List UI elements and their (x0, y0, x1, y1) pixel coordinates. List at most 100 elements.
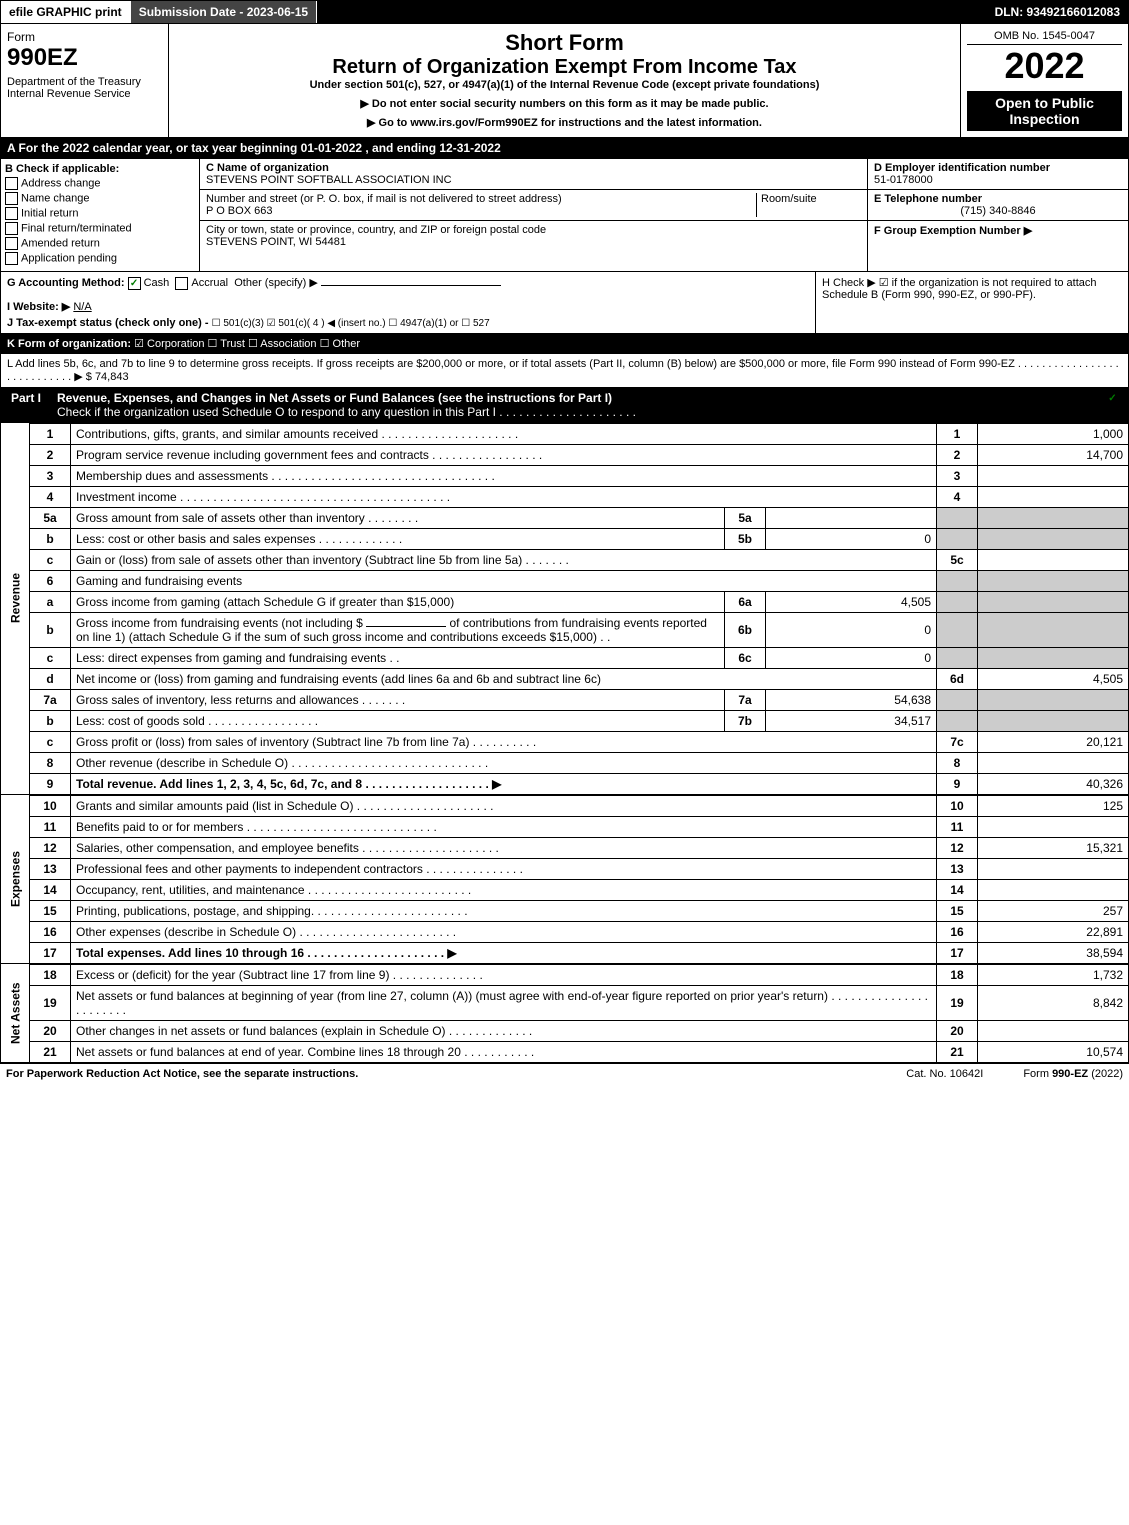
row-5a: 5a Gross amount from sale of assets othe… (1, 507, 1129, 528)
k-opts[interactable]: ☑ Corporation ☐ Trust ☐ Association ☐ Ot… (134, 338, 360, 350)
note-url-text[interactable]: ▶ Go to www.irs.gov/Form990EZ for instru… (367, 117, 762, 129)
org-name-block: C Name of organization STEVENS POINT SOF… (200, 159, 867, 190)
part1-header: Part I Revenue, Expenses, and Changes in… (0, 388, 1129, 423)
form-label: Form (7, 30, 162, 44)
note-ssn: ▶ Do not enter social security numbers o… (175, 97, 954, 110)
org-name-label: C Name of organization (206, 162, 329, 174)
ein-value: 51-0178000 (874, 174, 933, 186)
row-18: Net Assets 18 Excess or (deficit) for th… (1, 964, 1129, 985)
street-block: Number and street (or P. O. box, if mail… (200, 190, 867, 221)
row-6d: d Net income or (loss) from gaming and f… (1, 668, 1129, 689)
other-specify-label: Other (specify) ▶ (234, 277, 318, 289)
tax-exempt-label: J Tax-exempt status (check only one) - (7, 317, 209, 329)
row-6b: b Gross income from fundraising events (… (1, 612, 1129, 647)
chk-amended-return[interactable]: Amended return (5, 237, 195, 250)
row-14: 14 Occupancy, rent, utilities, and maint… (1, 879, 1129, 900)
row-2: 2 Program service revenue including gove… (1, 444, 1129, 465)
topbar-spacer (317, 1, 986, 23)
expenses-table: Expenses 10 Grants and similar amounts p… (0, 795, 1129, 964)
page-footer: For Paperwork Reduction Act Notice, see … (0, 1063, 1129, 1084)
row-13: 13 Professional fees and other payments … (1, 858, 1129, 879)
footer-center: Cat. No. 10642I (906, 1068, 983, 1080)
section-def: D Employer identification number 51-0178… (867, 159, 1128, 271)
section-d: D Employer identification number 51-0178… (868, 159, 1128, 190)
row-5b: b Less: cost or other basis and sales ex… (1, 528, 1129, 549)
section-f: F Group Exemption Number ▶ (868, 221, 1128, 240)
row-8: 8 Other revenue (describe in Schedule O)… (1, 752, 1129, 773)
row-15: 15 Printing, publications, postage, and … (1, 900, 1129, 921)
section-l: L Add lines 5b, 6c, and 7b to line 9 to … (0, 354, 1129, 388)
form-number: 990EZ (7, 44, 162, 72)
header-right: OMB No. 1545-0047 2022 Open to Public In… (960, 24, 1128, 137)
row-6a: a Gross income from gaming (attach Sched… (1, 591, 1129, 612)
section-g: G Accounting Method: Cash Accrual Other … (1, 272, 815, 333)
phone-label: E Telephone number (874, 193, 982, 205)
row-6c: c Less: direct expenses from gaming and … (1, 647, 1129, 668)
footer-left: For Paperwork Reduction Act Notice, see … (6, 1068, 866, 1080)
side-netassets: Net Assets (1, 964, 30, 1062)
section-e: E Telephone number (715) 340-8846 (868, 190, 1128, 221)
phone-value: (715) 340-8846 (874, 205, 1122, 217)
street-label: Number and street (or P. O. box, if mail… (206, 193, 562, 205)
section-h-text: H Check ▶ ☑ if the organization is not r… (822, 277, 1097, 301)
netassets-table: Net Assets 18 Excess or (deficit) for th… (0, 964, 1129, 1063)
part1-title: Revenue, Expenses, and Changes in Net As… (57, 391, 612, 405)
row-1: Revenue 1 Contributions, gifts, grants, … (1, 423, 1129, 444)
row-17: 17 Total expenses. Add lines 10 through … (1, 942, 1129, 963)
section-c: C Name of organization STEVENS POINT SOF… (200, 159, 867, 271)
section-b: B Check if applicable: Address change Na… (1, 159, 200, 271)
title-short-form: Short Form (175, 30, 954, 56)
accrual-label: Accrual (191, 277, 228, 289)
top-bar: efile GRAPHIC print Submission Date - 20… (0, 0, 1129, 24)
header-left: Form 990EZ Department of the Treasury In… (1, 24, 169, 137)
footer-right: Form 990-EZ (2022) (1023, 1068, 1123, 1080)
dept-label: Department of the Treasury Internal Reve… (7, 76, 162, 100)
tax-year: 2022 (967, 45, 1122, 87)
row-3: 3 Membership dues and assessments . . . … (1, 465, 1129, 486)
row-16: 16 Other expenses (describe in Schedule … (1, 921, 1129, 942)
chk-accrual[interactable] (175, 277, 188, 290)
submission-date: Submission Date - 2023-06-15 (131, 1, 317, 23)
row-12: 12 Salaries, other compensation, and emp… (1, 837, 1129, 858)
ein-label: D Employer identification number (874, 162, 1050, 174)
section-h: H Check ▶ ☑ if the organization is not r… (815, 272, 1128, 333)
row-7b: b Less: cost of goods sold . . . . . . .… (1, 710, 1129, 731)
group-exempt-label: F Group Exemption Number ▶ (874, 225, 1032, 237)
l-value: 74,843 (95, 371, 129, 383)
row-20: 20 Other changes in net assets or fund b… (1, 1020, 1129, 1041)
row-10: Expenses 10 Grants and similar amounts p… (1, 795, 1129, 816)
l6b-desc1: Gross income from fundraising events (no… (76, 616, 363, 630)
chk-address-change[interactable]: Address change (5, 177, 195, 190)
tax-exempt-opts[interactable]: ☐ 501(c)(3) ☑ 501(c)( 4 ) ◀ (insert no.)… (212, 318, 490, 329)
section-gh: G Accounting Method: Cash Accrual Other … (0, 272, 1129, 334)
revenue-table: Revenue 1 Contributions, gifts, grants, … (0, 423, 1129, 795)
efile-label[interactable]: efile GRAPHIC print (1, 1, 131, 23)
chk-initial-return[interactable]: Initial return (5, 207, 195, 220)
city-block: City or town, state or province, country… (200, 221, 867, 251)
chk-application-pending[interactable]: Application pending (5, 252, 195, 265)
other-specify-input[interactable] (321, 285, 501, 286)
title-return: Return of Organization Exempt From Incom… (175, 56, 954, 79)
omb-number: OMB No. 1545-0047 (967, 30, 1122, 45)
row-7a: 7a Gross sales of inventory, less return… (1, 689, 1129, 710)
part1-desc: Revenue, Expenses, and Changes in Net As… (51, 388, 1100, 422)
chk-cash[interactable] (128, 277, 141, 290)
note-url: ▶ Go to www.irs.gov/Form990EZ for instru… (175, 116, 954, 129)
street: P O BOX 663 (206, 205, 272, 217)
l-text: L Add lines 5b, 6c, and 7b to line 9 to … (7, 358, 1119, 383)
section-k: K Form of organization: ☑ Corporation ☐ … (0, 334, 1129, 354)
chk-name-change[interactable]: Name change (5, 192, 195, 205)
city-label: City or town, state or province, country… (206, 224, 546, 236)
side-expenses: Expenses (1, 795, 30, 963)
info-row: B Check if applicable: Address change Na… (0, 159, 1129, 272)
part1-subtitle: Check if the organization used Schedule … (57, 405, 636, 419)
row-5c: c Gain or (loss) from sale of assets oth… (1, 549, 1129, 570)
city: STEVENS POINT, WI 54481 (206, 236, 346, 248)
row-21: 21 Net assets or fund balances at end of… (1, 1041, 1129, 1062)
chk-final-return[interactable]: Final return/terminated (5, 222, 195, 235)
row-4: 4 Investment income . . . . . . . . . . … (1, 486, 1129, 507)
part1-checkbox[interactable] (1100, 388, 1128, 422)
part1-tag: Part I (1, 388, 51, 422)
l6b-blank[interactable] (366, 626, 446, 627)
side-revenue: Revenue (1, 423, 30, 773)
